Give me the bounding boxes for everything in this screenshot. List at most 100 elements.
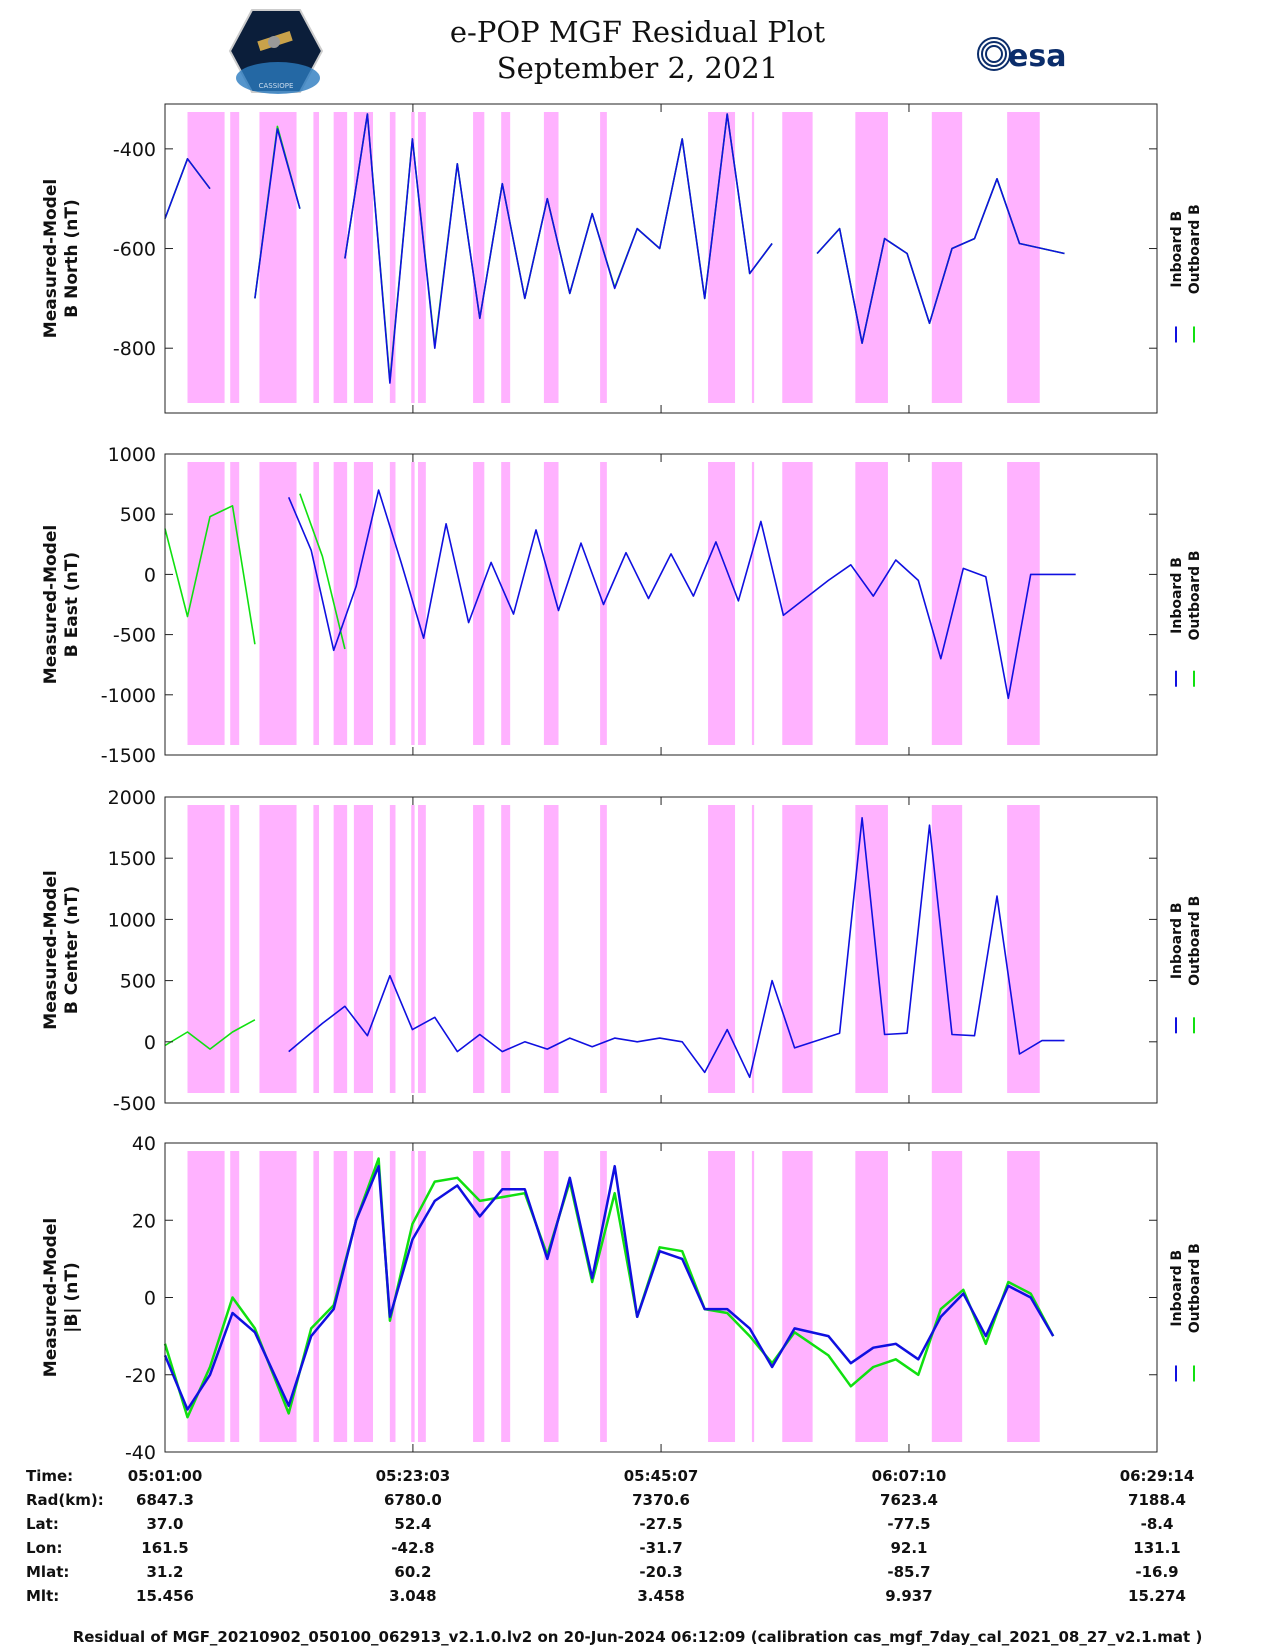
shaded-interval — [389, 112, 396, 403]
info-row-label: Lon: — [26, 1539, 63, 1557]
shaded-interval — [417, 462, 426, 745]
info-cell: -16.9 — [1135, 1563, 1179, 1581]
shaded-interval — [411, 1151, 415, 1442]
time-tick-label: 06:29:14 — [1119, 1467, 1195, 1485]
shaded-interval — [187, 1151, 225, 1442]
info-cell: 60.2 — [394, 1563, 432, 1581]
y-axis-label: Measured-Model — [41, 870, 61, 1029]
shaded-interval — [1007, 1151, 1040, 1442]
y-tick-label: -600 — [113, 239, 156, 261]
info-cell: 131.1 — [1133, 1539, 1181, 1557]
y-axis-label: B Center (nT) — [62, 886, 82, 1014]
shaded-interval — [708, 805, 736, 1093]
shaded-interval — [708, 462, 736, 745]
y-tick-label: 500 — [120, 971, 156, 993]
shaded-interval — [543, 805, 559, 1093]
shaded-interval — [751, 112, 755, 403]
y-tick-label: 1000 — [108, 444, 156, 466]
y-tick-label: 1500 — [108, 848, 156, 870]
shaded-interval — [782, 112, 813, 403]
shaded-interval — [473, 1151, 485, 1442]
info-cell: -31.7 — [639, 1539, 683, 1557]
shaded-interval — [187, 112, 225, 403]
shaded-interval — [782, 1151, 813, 1442]
series-line-inboard — [288, 817, 1065, 1079]
y-tick-label: -1000 — [101, 685, 156, 707]
legend-label-inboard: Inboard B — [1169, 902, 1185, 979]
agency-logo-text: esa — [1008, 39, 1066, 74]
shaded-interval — [600, 112, 607, 403]
shaded-interval — [259, 805, 297, 1093]
shaded-interval — [230, 112, 240, 403]
legend-label-inboard: Inboard B — [1169, 211, 1185, 288]
y-tick-label: -20 — [125, 1365, 156, 1387]
y-axis-label: B East (nT) — [62, 552, 82, 657]
shaded-interval — [600, 805, 607, 1093]
shaded-interval — [417, 805, 426, 1093]
y-tick-label: 0 — [144, 564, 156, 586]
legend-label-outboard: Outboard B — [1187, 204, 1203, 294]
info-cell: -77.5 — [887, 1515, 931, 1533]
shaded-interval — [473, 462, 485, 745]
panel-1: -400 -600 -800 Measured-Model B North (nT) In… — [41, 103, 1203, 414]
info-cell: 31.2 — [146, 1563, 184, 1581]
y-tick-label: 0 — [144, 1032, 156, 1054]
shaded-interval — [353, 462, 374, 745]
shaded-interval — [1007, 462, 1040, 745]
shaded-interval — [313, 112, 320, 403]
y-tick-label: -800 — [113, 338, 156, 360]
info-cell: 9.937 — [885, 1587, 933, 1605]
y-axis-label: |B| (nT) — [62, 1262, 82, 1333]
y-tick-label: -400 — [113, 139, 156, 161]
legend-label-outboard: Outboard B — [1187, 1243, 1203, 1333]
shaded-interval — [931, 805, 963, 1093]
shaded-interval — [782, 805, 813, 1093]
title-line-2: September 2, 2021 — [496, 51, 779, 85]
time-tick-label: 05:23:03 — [375, 1467, 451, 1485]
series-line-outboard — [164, 1019, 256, 1050]
shaded-interval — [259, 462, 297, 745]
info-cell: 3.458 — [637, 1587, 685, 1605]
shaded-interval — [230, 1151, 240, 1442]
time-tick-label: 05:45:07 — [623, 1467, 699, 1485]
y-tick-label: -500 — [113, 625, 156, 647]
shaded-interval — [501, 1151, 511, 1442]
shaded-interval — [187, 462, 225, 745]
shaded-interval — [751, 1151, 755, 1442]
info-cell: 92.1 — [890, 1539, 928, 1557]
y-axis-label: Measured-Model — [41, 1218, 61, 1377]
time-tick-label: 06:07:10 — [871, 1467, 947, 1485]
info-cell: 37.0 — [146, 1515, 184, 1533]
shaded-interval — [333, 112, 348, 403]
shaded-interval — [931, 462, 963, 745]
panel-3: 2000 1500 1000 500 0 -500 Measured-Model B Cent… — [41, 787, 1203, 1115]
series-line-inboard — [164, 113, 1065, 384]
time-tick-label: 05:01:00 — [127, 1467, 203, 1485]
series-line-outboard — [164, 493, 346, 650]
info-cell: 161.5 — [141, 1539, 189, 1557]
series-line-outboard — [164, 113, 1065, 382]
info-cell: -8.4 — [1140, 1515, 1174, 1533]
shaded-interval — [230, 805, 240, 1093]
y-tick-label: -1500 — [101, 745, 156, 767]
shaded-interval — [333, 462, 348, 745]
shaded-interval — [389, 462, 396, 745]
info-cell: -42.8 — [391, 1539, 435, 1557]
series-line-inboard — [287, 489, 1076, 700]
shaded-interval — [417, 112, 426, 403]
shaded-interval — [473, 112, 485, 403]
y-tick-label: 2000 — [108, 787, 156, 809]
shaded-interval — [353, 805, 374, 1093]
info-cell: 15.456 — [136, 1587, 194, 1605]
info-cell: 7623.4 — [880, 1491, 938, 1509]
shaded-interval — [855, 805, 888, 1093]
info-cell: 15.274 — [1128, 1587, 1186, 1605]
info-cell: 6780.0 — [383, 1491, 442, 1509]
y-tick-label: 500 — [120, 504, 156, 526]
info-row-label: Time: — [26, 1467, 74, 1485]
panel-2: 1000 500 0 -500 -1000 -1500 Measured-Model B Ea… — [41, 444, 1203, 767]
agency-logo: esa — [977, 37, 1066, 74]
legend-label-outboard: Outboard B — [1187, 896, 1203, 986]
shaded-interval — [931, 112, 963, 403]
shaded-interval — [259, 1151, 297, 1442]
